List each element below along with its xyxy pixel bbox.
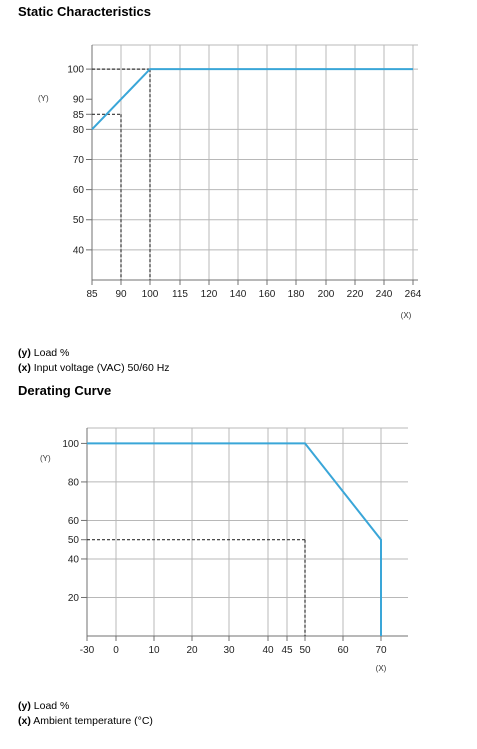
chart1-x-tick-label: 140 <box>230 289 247 300</box>
chart1-x-tick-label: 240 <box>376 289 393 300</box>
chart1-title: Static Characteristics <box>18 4 151 19</box>
chart2-y-tick-label: 40 <box>68 554 80 565</box>
chart2-y-axis-marker: (Y) <box>40 454 51 463</box>
chart1-y-legend: (y) Load % <box>18 347 70 359</box>
chart2-series-line <box>87 442 382 636</box>
chart2-title: Derating Curve <box>18 383 112 398</box>
chart1-x-tick-label: 85 <box>86 289 98 300</box>
chart1-x-tick-label: 115 <box>172 289 188 300</box>
chart1-y-tick-label: 80 <box>73 125 85 136</box>
derating-curve-chart: 100 80 60 50 40 20 (Y) -30 0 10 20 30 40 45 50 60 70 (X) <box>40 427 408 673</box>
chart1-x-tick-label: 200 <box>318 289 335 300</box>
chart2-x-axis-marker: (X) <box>376 664 387 673</box>
static-characteristics-chart: 100 90 85 80 70 60 50 40 (Y) 85 90 100 115 120 140 160 1… <box>38 44 422 320</box>
chart2-x-tick-label: -30 <box>80 645 95 656</box>
chart1-y-tick-label: 50 <box>73 215 85 226</box>
chart2-x-tick-label: 0 <box>113 645 119 656</box>
chart1-x-axis-marker: (X) <box>401 311 412 320</box>
chart2-x-tick-label: 50 <box>299 645 311 656</box>
chart2-y-legend: (y) Load % <box>18 700 70 712</box>
chart1-x-tick-label: 90 <box>115 289 127 300</box>
chart1-y-tick-label: 70 <box>73 155 85 166</box>
chart1-series-line <box>91 68 413 131</box>
chart1-y-tick-label: 100 <box>67 65 84 76</box>
chart1-y-tick-label: 40 <box>73 245 85 256</box>
chart2-x-tick-label: 30 <box>223 645 235 656</box>
chart2-x-tick-label: 20 <box>186 645 198 656</box>
chart2-x-tick-label: 10 <box>148 645 160 656</box>
chart2-x-tick-label: 60 <box>337 645 349 656</box>
chart2-x-tick-label: 70 <box>375 645 387 656</box>
chart2-y-tick-label: 60 <box>68 516 80 527</box>
chart2-y-tick-label: 50 <box>68 535 80 546</box>
chart1-x-tick-label: 264 <box>405 289 422 300</box>
chart2-x-tick-label: 45 <box>281 645 293 656</box>
chart1-x-tick-label: 220 <box>347 289 364 300</box>
chart1-x-tick-label: 100 <box>142 289 159 300</box>
chart1-x-tick-label: 160 <box>259 289 276 300</box>
chart1-y-tick-label: 90 <box>73 95 85 106</box>
chart1-y-tick-label: 85 <box>73 110 85 121</box>
chart1-x-legend: (x) Input voltage (VAC) 50/60 Hz <box>18 362 170 374</box>
chart1-y-axis-marker: (Y) <box>38 94 49 103</box>
chart2-y-tick-label: 80 <box>68 477 80 488</box>
chart2-x-tick-label: 40 <box>262 645 274 656</box>
chart1-x-tick-label: 180 <box>288 289 305 300</box>
chart2-y-tick-label: 20 <box>68 593 80 604</box>
chart2-y-tick-label: 100 <box>62 439 79 450</box>
chart1-x-tick-label: 120 <box>201 289 218 300</box>
chart1-y-tick-label: 60 <box>73 185 85 196</box>
chart2-x-legend: (x) Ambient temperature (°C) <box>18 715 153 727</box>
